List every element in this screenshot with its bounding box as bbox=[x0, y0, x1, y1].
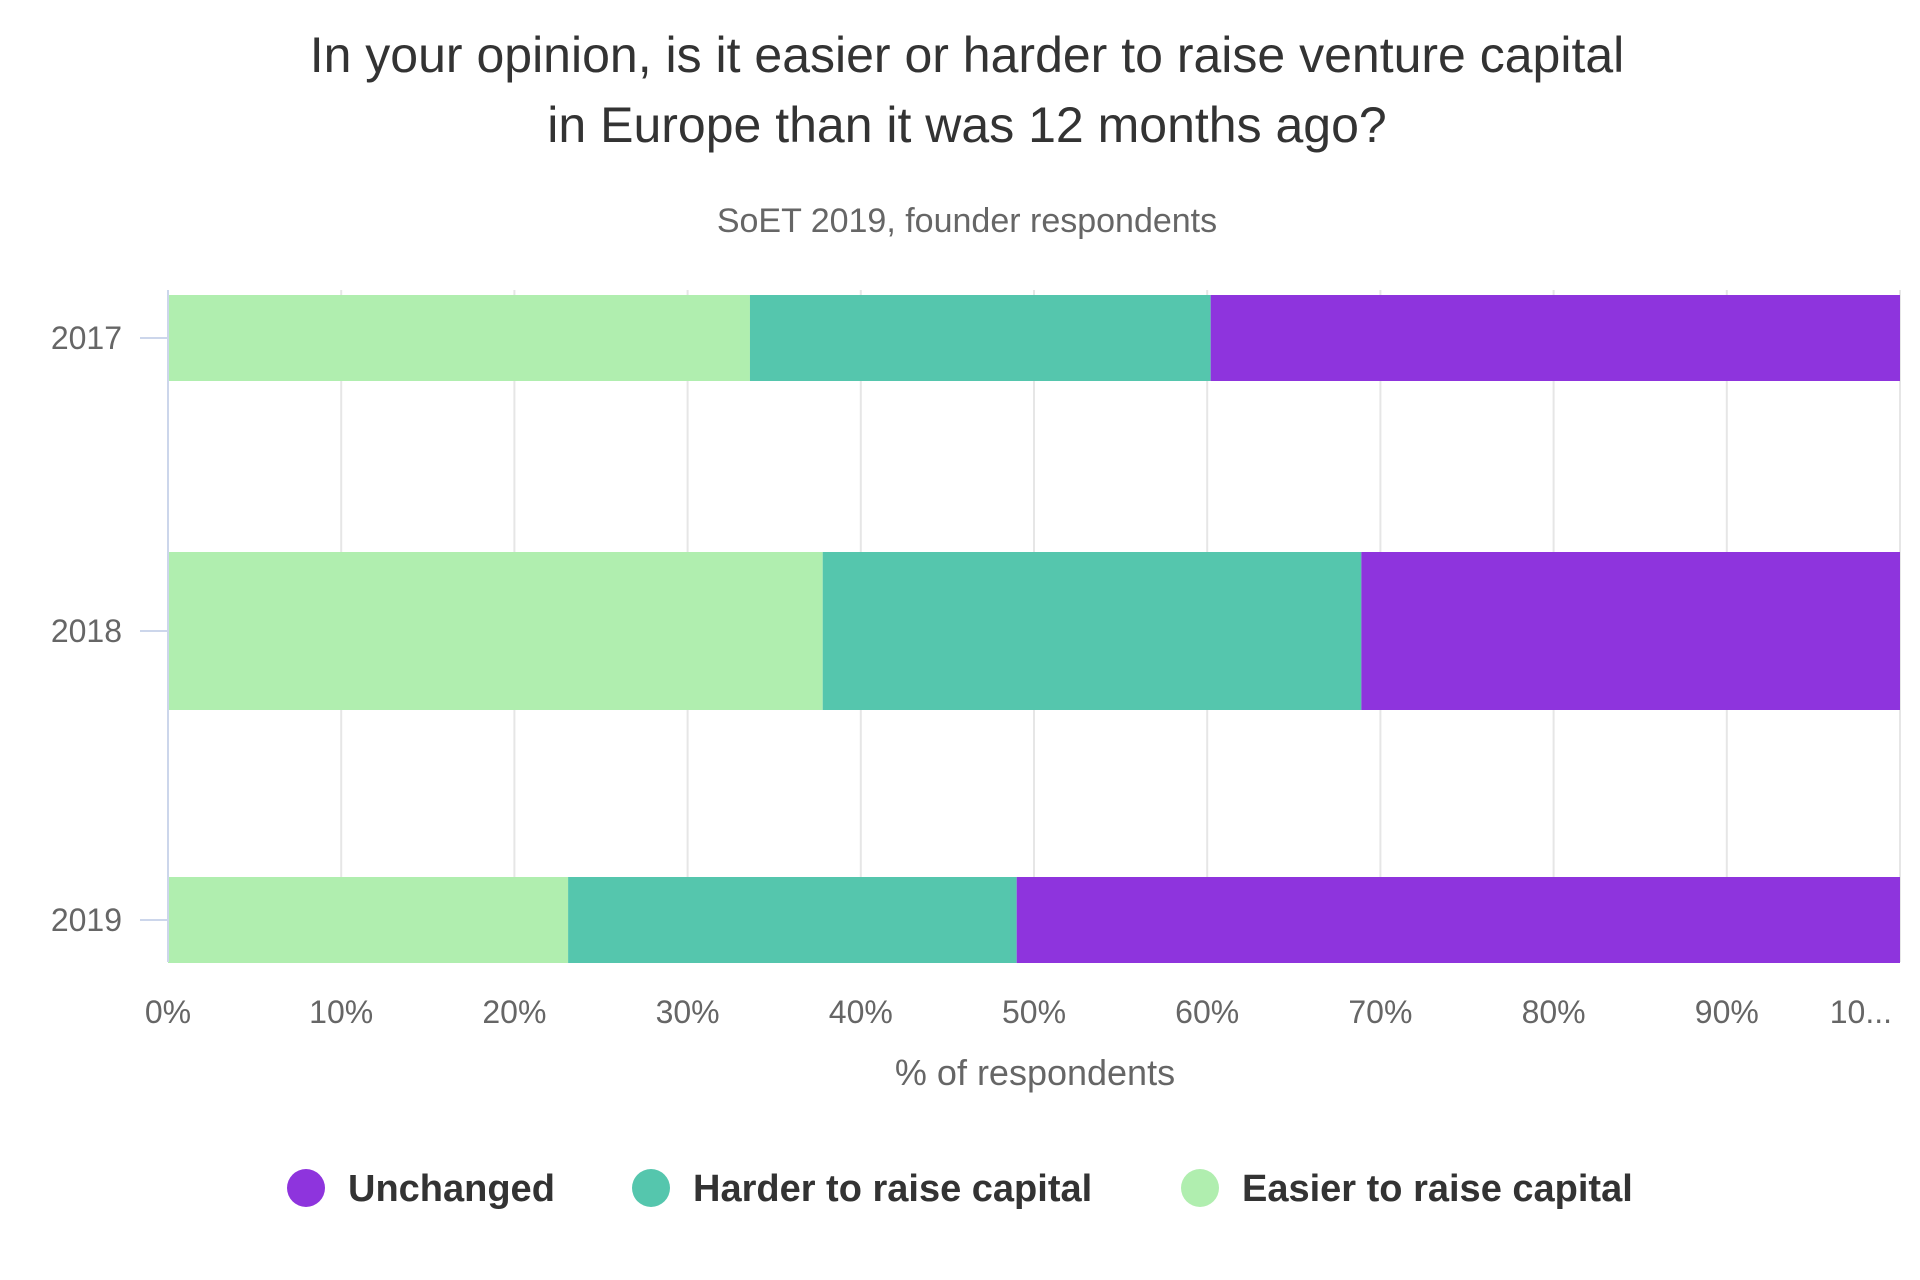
bars bbox=[168, 295, 1900, 963]
chart-title: In your opinion, is it easier or harder … bbox=[310, 27, 1625, 153]
x-tick-label: 90% bbox=[1695, 994, 1759, 1030]
x-tick-label: 80% bbox=[1522, 994, 1586, 1030]
bar-segment[interactable] bbox=[822, 552, 1362, 710]
y-tick-label: 2018 bbox=[51, 613, 122, 649]
bar-segment[interactable] bbox=[1361, 552, 1900, 710]
legend-label: Harder to raise capital bbox=[693, 1168, 1092, 1210]
legend-item[interactable]: Unchanged bbox=[287, 1168, 555, 1210]
bar-segment[interactable] bbox=[1210, 295, 1900, 381]
x-tick-label: 70% bbox=[1348, 994, 1412, 1030]
bar-segment[interactable] bbox=[168, 877, 569, 963]
x-tick-label: 20% bbox=[482, 994, 546, 1030]
x-tick-label: 10% bbox=[309, 994, 373, 1030]
y-tick-label: 2019 bbox=[51, 902, 122, 938]
x-tick-label: 40% bbox=[829, 994, 893, 1030]
y-tick-label: 2017 bbox=[51, 320, 122, 356]
bar-segment[interactable] bbox=[749, 295, 1211, 381]
bar-segment[interactable] bbox=[168, 295, 750, 381]
x-tick-label: 30% bbox=[656, 994, 720, 1030]
x-tick-label: 10... bbox=[1830, 994, 1892, 1030]
legend-label: Unchanged bbox=[348, 1168, 555, 1210]
x-tick-label: 50% bbox=[1002, 994, 1066, 1030]
legend-swatch bbox=[632, 1169, 670, 1207]
legend-label: Easier to raise capital bbox=[1242, 1168, 1633, 1210]
bar-segment[interactable] bbox=[168, 552, 823, 710]
axes: 2017 2018 2019 0% 10% 20% 30% 40% 50% 60% 70% 80% 90… bbox=[51, 290, 1892, 1030]
bar-segment[interactable] bbox=[568, 877, 1017, 963]
x-axis-title: % of respondents bbox=[895, 1052, 1175, 1093]
legend-item[interactable]: Harder to raise capital bbox=[632, 1168, 1092, 1210]
bar-segment[interactable] bbox=[1016, 877, 1900, 963]
x-tick-label: 0% bbox=[145, 994, 191, 1030]
legend-swatch bbox=[1181, 1169, 1219, 1207]
legend-swatch bbox=[287, 1169, 325, 1207]
legend-item[interactable]: Easier to raise capital bbox=[1181, 1168, 1633, 1210]
chart-subtitle: SoET 2019, founder respondents bbox=[717, 202, 1217, 240]
legend: Unchanged Harder to raise capital Easier t… bbox=[287, 1168, 1633, 1210]
x-tick-label: 60% bbox=[1175, 994, 1239, 1030]
